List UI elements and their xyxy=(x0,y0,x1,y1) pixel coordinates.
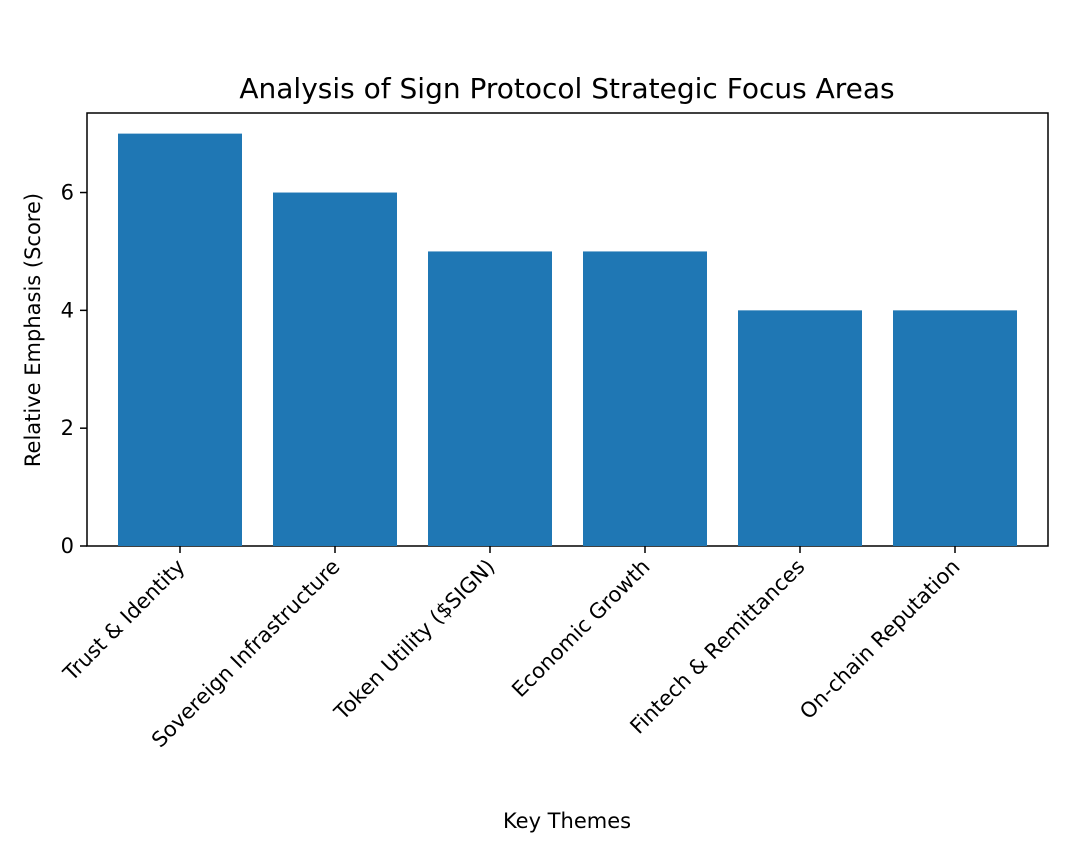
bar-sovereign-infrastructure xyxy=(273,192,397,546)
y-tick-label: 4 xyxy=(61,298,74,322)
bar-economic-growth xyxy=(583,251,707,546)
x-axis-label: Key Themes xyxy=(503,809,631,833)
y-axis-label: Relative Emphasis (Score) xyxy=(21,193,45,467)
y-tick-label: 6 xyxy=(61,181,74,205)
plot-area-frame xyxy=(86,112,1049,547)
bar-trust-identity xyxy=(118,133,242,546)
chart-title: Analysis of Sign Protocol Strategic Focu… xyxy=(239,72,894,105)
bar-on-chain-reputation xyxy=(893,310,1017,546)
x-tick-label: Economic Growth xyxy=(507,555,654,702)
bar-token-utility-sign xyxy=(428,251,552,546)
y-tick-label: 0 xyxy=(61,534,74,558)
x-tick-label: Token Utility ($SIGN) xyxy=(329,555,500,726)
x-tick-label: Trust & Identity xyxy=(58,555,190,687)
y-tick-label: 2 xyxy=(61,416,74,440)
bar-fintech-remittances xyxy=(738,310,862,546)
x-tick-label: Fintech & Remittances xyxy=(625,555,809,739)
x-tick-label: On-chain Reputation xyxy=(795,555,964,724)
